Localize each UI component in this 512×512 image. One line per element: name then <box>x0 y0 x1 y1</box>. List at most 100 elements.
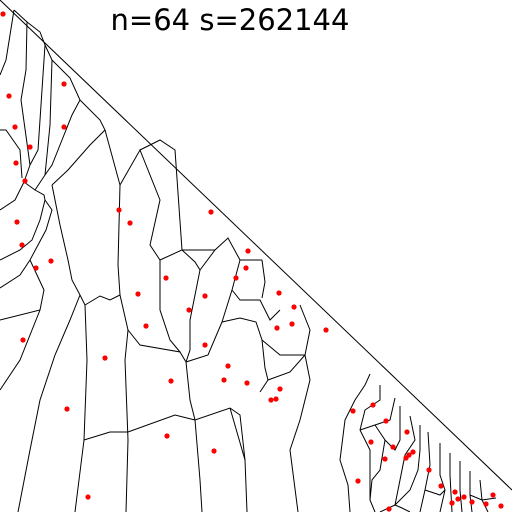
cell-edge <box>84 294 121 306</box>
site-point <box>276 290 282 296</box>
cell-edge <box>469 494 497 501</box>
site-point <box>135 291 141 297</box>
site-point <box>452 489 458 495</box>
cell-edge <box>51 99 106 186</box>
site-point <box>404 429 410 435</box>
site-point <box>498 503 504 509</box>
cell-edge <box>267 354 306 381</box>
cell-edge <box>34 44 53 191</box>
cell-edge <box>26 21 46 166</box>
site-point <box>438 483 444 489</box>
site-point <box>19 242 25 248</box>
site-point <box>61 124 67 130</box>
cell-edge <box>0 259 45 321</box>
cell-edge <box>0 9 15 76</box>
cell-edge <box>359 385 381 431</box>
cell-edge <box>0 129 23 179</box>
site-point <box>164 433 170 439</box>
site-point <box>14 219 20 225</box>
site-point <box>127 220 133 226</box>
cell-edge <box>17 294 81 512</box>
site-point <box>243 265 249 271</box>
site-point <box>277 386 283 392</box>
site-point <box>244 380 250 386</box>
site-point <box>20 337 26 343</box>
cell-edge <box>104 129 121 296</box>
cell-edge <box>127 329 187 363</box>
site-point <box>12 124 18 130</box>
cell-edge <box>0 181 25 211</box>
site-point <box>143 323 149 329</box>
cell-edge <box>439 443 446 512</box>
cell-edge <box>359 429 376 512</box>
cell-edge <box>0 199 46 261</box>
site-point <box>403 455 409 461</box>
site-point <box>368 439 374 445</box>
site-point <box>386 506 392 512</box>
site-point <box>382 456 388 462</box>
site-point <box>116 207 122 213</box>
cell-edge <box>479 479 489 512</box>
site-point <box>245 248 251 254</box>
site-point <box>274 325 280 331</box>
site-point <box>350 408 356 414</box>
cell-edge <box>339 373 371 512</box>
site-point <box>483 501 489 507</box>
site-point <box>102 355 108 361</box>
site-point <box>186 307 192 313</box>
cell-edge <box>384 406 401 451</box>
cell-edge <box>394 425 421 506</box>
cell-edge <box>119 294 129 512</box>
site-point <box>426 467 432 473</box>
site-point <box>469 499 475 505</box>
site-point <box>0 11 6 17</box>
site-point <box>490 492 496 498</box>
site-point <box>6 93 12 99</box>
site-point <box>410 449 416 455</box>
cell-edge <box>199 237 241 323</box>
cell-edge <box>359 397 396 431</box>
cell-edge <box>261 259 266 299</box>
cell-edge <box>261 339 305 356</box>
boundary-edge <box>0 0 512 491</box>
site-point <box>323 327 329 333</box>
site-point <box>33 265 39 271</box>
cell-edge <box>119 148 161 261</box>
cell-edge <box>369 424 386 501</box>
cell-edge <box>459 461 463 512</box>
site-point <box>455 496 461 502</box>
cell-edge <box>83 414 196 441</box>
site-point <box>163 275 169 281</box>
site-point <box>202 293 208 299</box>
site-point <box>355 478 361 484</box>
site-point <box>291 304 297 310</box>
site-point <box>13 160 19 166</box>
site-point <box>370 402 376 408</box>
cell-edge <box>181 249 201 363</box>
site-points <box>0 11 504 512</box>
cell-edge <box>379 415 416 512</box>
cell-edge <box>394 504 411 512</box>
cell-edge <box>289 354 311 512</box>
site-point <box>268 397 274 403</box>
site-point <box>390 444 396 450</box>
cell-edge <box>74 294 88 512</box>
site-point <box>208 209 214 215</box>
cell-edge <box>419 431 431 512</box>
site-point <box>383 418 389 424</box>
site-point <box>22 178 28 184</box>
cell-edge <box>469 471 473 512</box>
site-point <box>449 500 455 506</box>
cell-edge <box>0 199 53 289</box>
cell-edge <box>185 321 223 363</box>
site-point <box>461 494 467 500</box>
cell-edge <box>44 59 81 176</box>
cell-edge <box>449 453 453 512</box>
site-point <box>61 81 67 87</box>
site-point <box>233 275 239 281</box>
site-point <box>168 378 174 384</box>
site-point <box>85 494 91 500</box>
cell-edge <box>229 407 246 461</box>
cell-edge <box>299 304 311 356</box>
